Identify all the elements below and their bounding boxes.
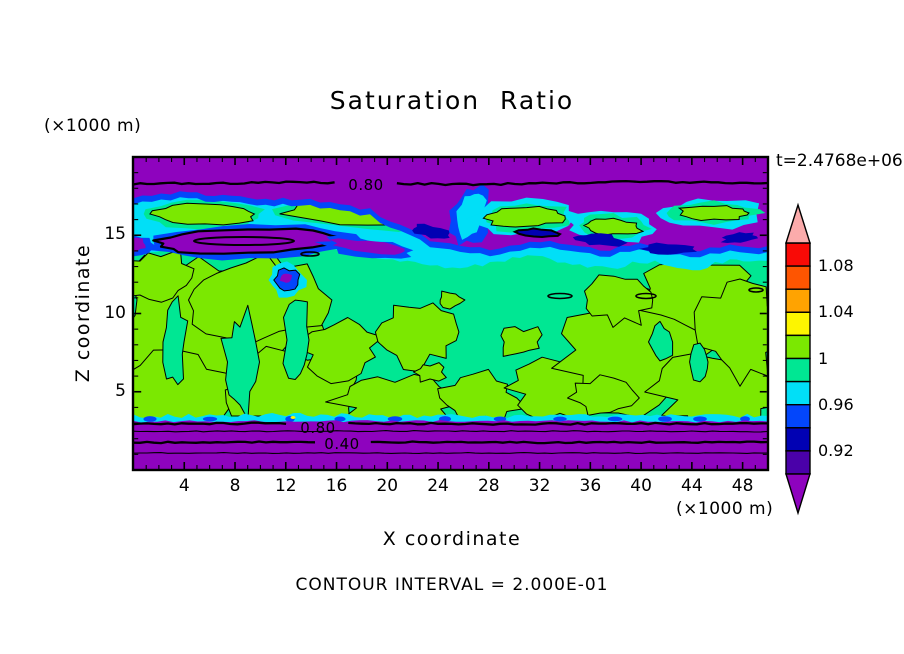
contour-label-040-bottom: 0.40	[324, 435, 360, 453]
contour-label-080-bottom: 0.80	[300, 419, 336, 437]
colorbar-tick-label: 1	[818, 348, 829, 368]
x-tick-label: 8	[229, 476, 241, 496]
x-axis-label: X coordinate	[382, 528, 522, 550]
y-axis-unit: (×1000 m)	[44, 116, 142, 136]
contour-interval-note: CONTOUR INTERVAL = 2.000E-01	[295, 575, 609, 595]
contour-label-080-top: 0.80	[348, 176, 384, 194]
x-axis-unit: (×1000 m)	[676, 499, 774, 519]
axis-ticks	[134, 158, 767, 469]
x-tick-label: 16	[325, 476, 348, 496]
y-tick-label: 15	[104, 224, 126, 245]
time-annotation: t=2.4768e+06	[776, 151, 903, 171]
x-tick-label: 12	[274, 476, 297, 496]
colorbar-under-arrow	[785, 473, 811, 516]
colorbar	[785, 202, 811, 516]
colorbar-over-arrow	[785, 202, 811, 244]
colorbar-tick-label: 1.04	[818, 302, 854, 322]
x-tick-label: 48	[731, 476, 754, 496]
colorbar-tick-label: 0.92	[818, 440, 854, 460]
colorbar-tick-label: 0.96	[818, 394, 854, 414]
plot-frame	[131, 155, 770, 472]
plot-title: Saturation Ratio	[329, 86, 575, 115]
x-tick-label: 32	[528, 476, 551, 496]
x-tick-label: 36	[579, 476, 602, 496]
x-tick-label: 40	[630, 476, 652, 496]
y-tick-label: 10	[104, 302, 126, 323]
contour-field	[133, 157, 768, 470]
colorbar-tick-label: 1.08	[818, 256, 854, 276]
y-tick-label: 5	[115, 380, 126, 401]
x-tick-label: 20	[376, 476, 399, 496]
x-tick-label: 28	[477, 476, 500, 496]
x-tick-label: 4	[178, 476, 190, 496]
x-tick-label: 24	[427, 476, 449, 496]
x-tick-label: 44	[681, 476, 703, 496]
